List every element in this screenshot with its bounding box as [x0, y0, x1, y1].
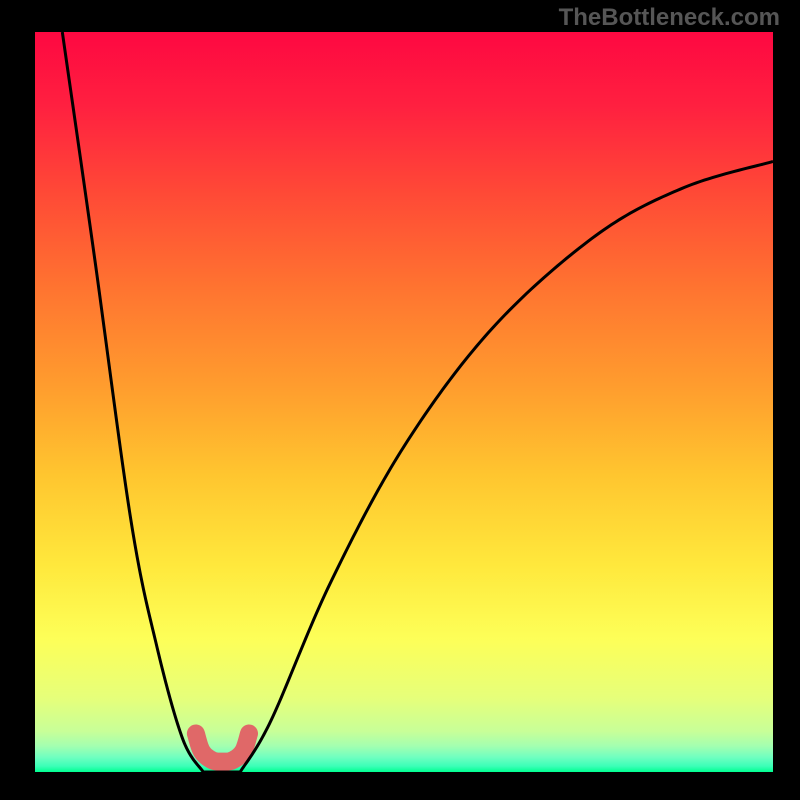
- bottleneck-chart: [0, 0, 800, 800]
- plot-background: [35, 32, 773, 772]
- watermark-text: TheBottleneck.com: [559, 4, 780, 32]
- chart-frame: { "watermark": { "text": "TheBottleneck.…: [0, 0, 800, 800]
